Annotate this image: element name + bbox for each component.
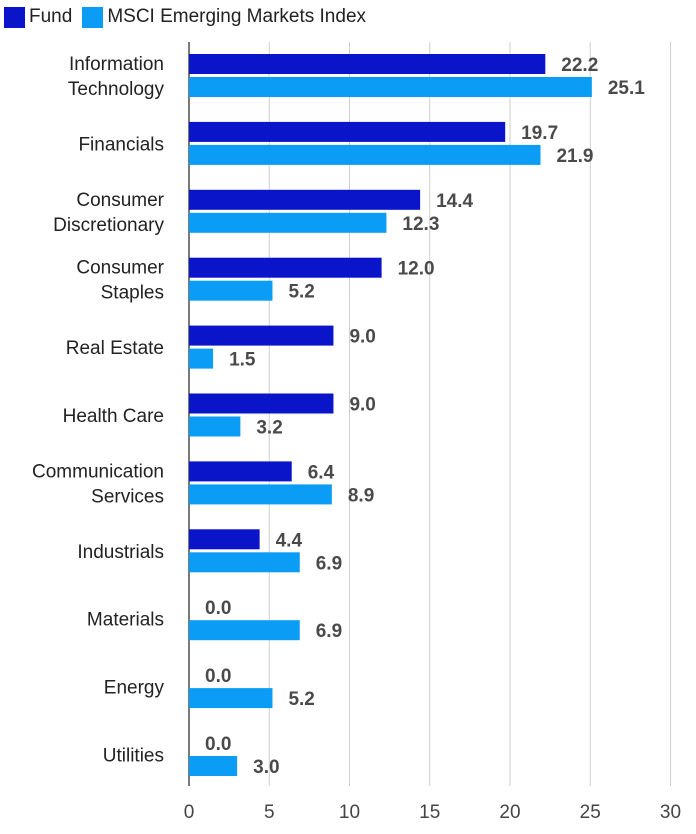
- category-label-communication-services-line1: Communication: [32, 461, 164, 482]
- category-label-industrials: Industrials: [77, 542, 164, 563]
- legend-item-index[interactable]: MSCI Emerging Markets Index: [82, 6, 366, 28]
- data-label-index-consumer-staples: 5.2: [288, 282, 314, 303]
- category-label-real-estate: Real Estate: [66, 338, 164, 359]
- bar-fund-industrials[interactable]: [189, 529, 260, 550]
- category-label-consumer-discretionary-line1: Consumer: [76, 190, 164, 211]
- bar-fund-financials[interactable]: [189, 121, 506, 142]
- category-label-utilities: Utilities: [103, 746, 164, 767]
- bar-index-health-care[interactable]: [189, 416, 241, 437]
- x-tick-label-25: 25: [580, 802, 601, 823]
- bar-index-energy[interactable]: [189, 688, 273, 709]
- data-label-index-industrials: 6.9: [316, 553, 342, 574]
- data-label-fund-industrials: 4.4: [276, 530, 303, 551]
- bar-index-utilities[interactable]: [189, 756, 238, 776]
- bar-index-communication-services[interactable]: [189, 484, 332, 505]
- legend: Fund MSCI Emerging Markets Index: [4, 6, 376, 28]
- bar-fund-information-technology[interactable]: [189, 54, 546, 74]
- bar-index-industrials[interactable]: [189, 552, 300, 573]
- legend-label-index: MSCI Emerging Markets Index: [107, 6, 367, 27]
- bar-index-financials[interactable]: [189, 144, 541, 165]
- bar-index-consumer-staples[interactable]: [189, 280, 273, 301]
- legend-swatch-index: [82, 6, 104, 28]
- bar-fund-communication-services[interactable]: [189, 461, 292, 482]
- data-label-index-consumer-discretionary: 12.3: [402, 214, 439, 235]
- category-label-information-technology-line1: Information: [69, 54, 164, 75]
- x-tick-label-20: 20: [499, 802, 520, 823]
- data-label-index-information-technology: 25.1: [608, 78, 645, 99]
- data-label-index-health-care: 3.2: [256, 418, 282, 439]
- data-label-index-communication-services: 8.9: [348, 485, 374, 506]
- category-label-materials: Materials: [87, 610, 164, 631]
- data-label-fund-materials: 0.0: [205, 598, 231, 619]
- data-label-fund-utilities: 0.0: [205, 734, 231, 755]
- bar-index-consumer-discretionary[interactable]: [189, 212, 387, 233]
- data-label-fund-communication-services: 6.4: [308, 462, 335, 483]
- legend-label-fund: Fund: [29, 6, 73, 27]
- category-label-consumer-discretionary-line2: Discretionary: [53, 215, 164, 236]
- data-label-fund-real-estate: 9.0: [349, 327, 375, 348]
- data-label-index-utilities: 3.0: [253, 757, 279, 778]
- category-label-energy: Energy: [104, 678, 165, 699]
- x-tick-label-30: 30: [660, 802, 681, 823]
- data-label-fund-energy: 0.0: [205, 666, 231, 687]
- data-label-index-materials: 6.9: [316, 621, 342, 642]
- data-label-fund-information-technology: 22.2: [561, 55, 598, 76]
- data-label-index-energy: 5.2: [288, 689, 314, 710]
- data-label-index-real-estate: 1.5: [229, 350, 256, 371]
- x-tick-label-15: 15: [419, 802, 440, 823]
- data-label-fund-financials: 19.7: [521, 123, 558, 144]
- data-label-index-financials: 21.9: [556, 146, 593, 167]
- bar-index-real-estate[interactable]: [189, 348, 214, 369]
- data-label-fund-consumer-staples: 12.0: [398, 259, 435, 280]
- bar-fund-consumer-staples[interactable]: [189, 257, 382, 278]
- data-label-fund-health-care: 9.0: [349, 395, 375, 416]
- category-label-communication-services-line2: Services: [91, 486, 164, 507]
- bar-fund-consumer-discretionary[interactable]: [189, 189, 421, 210]
- category-label-information-technology-line2: Technology: [68, 79, 165, 100]
- legend-swatch-fund: [4, 6, 25, 28]
- category-label-health-care: Health Care: [63, 406, 164, 427]
- data-label-fund-consumer-discretionary: 14.4: [436, 191, 473, 212]
- category-label-financials: Financials: [78, 134, 164, 155]
- category-label-consumer-staples-line2: Staples: [101, 283, 164, 304]
- bar-fund-health-care[interactable]: [189, 393, 334, 414]
- bar-fund-real-estate[interactable]: [189, 325, 334, 346]
- x-tick-label-0: 0: [184, 802, 195, 823]
- legend-item-fund[interactable]: Fund: [4, 6, 72, 28]
- bar-index-information-technology[interactable]: [189, 77, 592, 97]
- x-tick-label-10: 10: [339, 802, 360, 823]
- x-tick-label-5: 5: [264, 802, 275, 823]
- category-label-consumer-staples-line1: Consumer: [76, 258, 164, 279]
- bar-index-materials[interactable]: [189, 620, 300, 641]
